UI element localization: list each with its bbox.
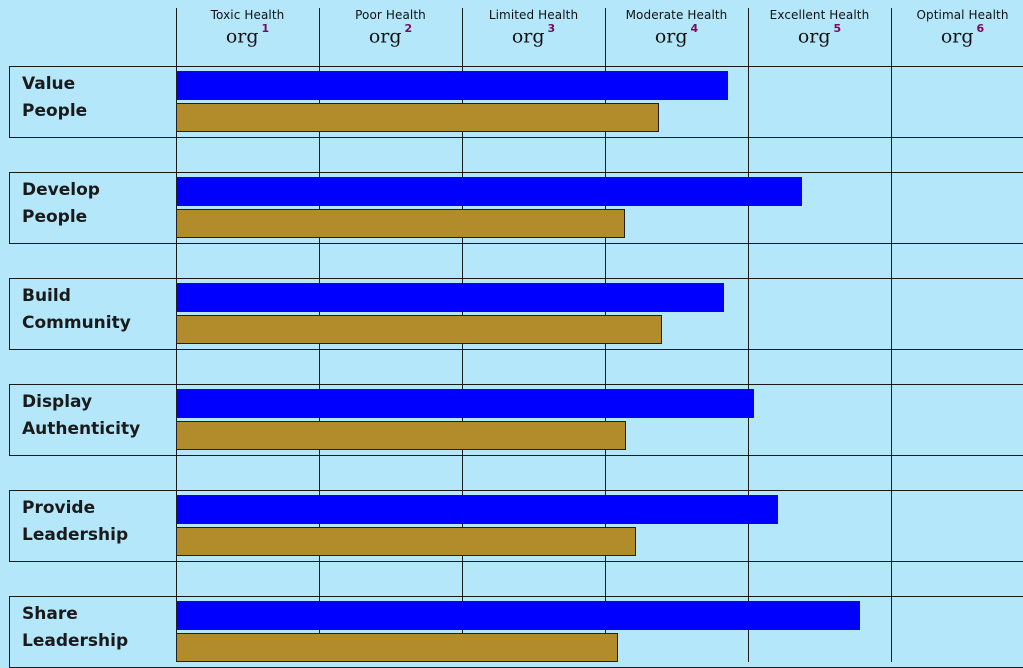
category-label-line: Authenticity <box>22 419 141 439</box>
column-header: Moderate Health org 4 <box>605 8 748 47</box>
bar <box>176 495 779 524</box>
bar <box>176 283 724 312</box>
column-org-text: org <box>797 25 831 48</box>
category-label-line: People <box>22 207 88 227</box>
category-label: Share Leadership <box>22 601 128 655</box>
column-org-text: org <box>654 25 688 48</box>
grid-line <box>891 8 892 662</box>
category-label-line: Display <box>22 392 93 412</box>
category-box <box>9 278 1023 350</box>
category-box <box>9 172 1023 244</box>
bar <box>176 177 803 206</box>
column-org-text: org <box>368 25 402 48</box>
column-org-text: org <box>511 25 545 48</box>
bar <box>176 527 637 556</box>
bar <box>176 103 660 132</box>
column-label: Poor Health <box>355 8 426 22</box>
category-label-line: Provide <box>22 498 96 518</box>
column-org: org 3 <box>462 22 605 48</box>
column-header: Poor Health org 2 <box>319 8 462 47</box>
category-box <box>9 384 1023 456</box>
category-label: Build Community <box>22 283 131 337</box>
bar <box>176 421 627 450</box>
column-number: 3 <box>547 22 556 35</box>
column-label: Limited Health <box>488 8 579 22</box>
column-header: Optimal Health org 6 <box>891 8 1023 47</box>
column-label: Excellent Health <box>769 8 870 22</box>
bar <box>176 315 663 344</box>
column-org: org 6 <box>891 22 1023 48</box>
category-label-line: Develop <box>22 180 100 200</box>
bar <box>176 209 626 238</box>
category-box <box>9 66 1023 138</box>
column-org: org 5 <box>748 22 891 48</box>
category-label: Provide Leadership <box>22 495 128 549</box>
category-label: Display Authenticity <box>22 389 140 443</box>
category-label-line: Leadership <box>22 631 129 651</box>
column-header: Limited Health org 3 <box>462 8 605 47</box>
column-number: 2 <box>404 22 413 35</box>
bar <box>176 389 754 418</box>
category-box <box>9 490 1023 562</box>
category-label: Develop People <box>22 177 100 231</box>
column-header: Toxic Health org 1 <box>176 8 319 47</box>
category-label-line: Share <box>22 604 78 624</box>
column-number: 6 <box>976 22 985 35</box>
column-number: 5 <box>833 22 842 35</box>
column-number: 1 <box>261 22 270 35</box>
bar <box>176 601 860 630</box>
category-label-line: Leadership <box>22 525 129 545</box>
grid-line <box>748 8 749 662</box>
column-number: 4 <box>690 22 699 35</box>
bar <box>176 71 728 100</box>
column-label: Moderate Health <box>625 8 728 22</box>
category-label-line: Build <box>22 286 71 306</box>
column-org: org 2 <box>319 22 462 48</box>
column-header: Excellent Health org 5 <box>748 8 891 47</box>
column-org-text: org <box>225 25 259 48</box>
category-label-line: People <box>22 101 88 121</box>
column-label: Optimal Health <box>916 8 1009 22</box>
category-label: Value People <box>22 71 87 125</box>
bar <box>176 633 618 662</box>
column-org: org 1 <box>176 22 319 48</box>
column-label: Toxic Health <box>210 8 285 22</box>
category-label-line: Value <box>22 74 76 94</box>
column-org: org 4 <box>605 22 748 48</box>
column-org-text: org <box>940 25 974 48</box>
category-label-line: Community <box>22 313 131 333</box>
